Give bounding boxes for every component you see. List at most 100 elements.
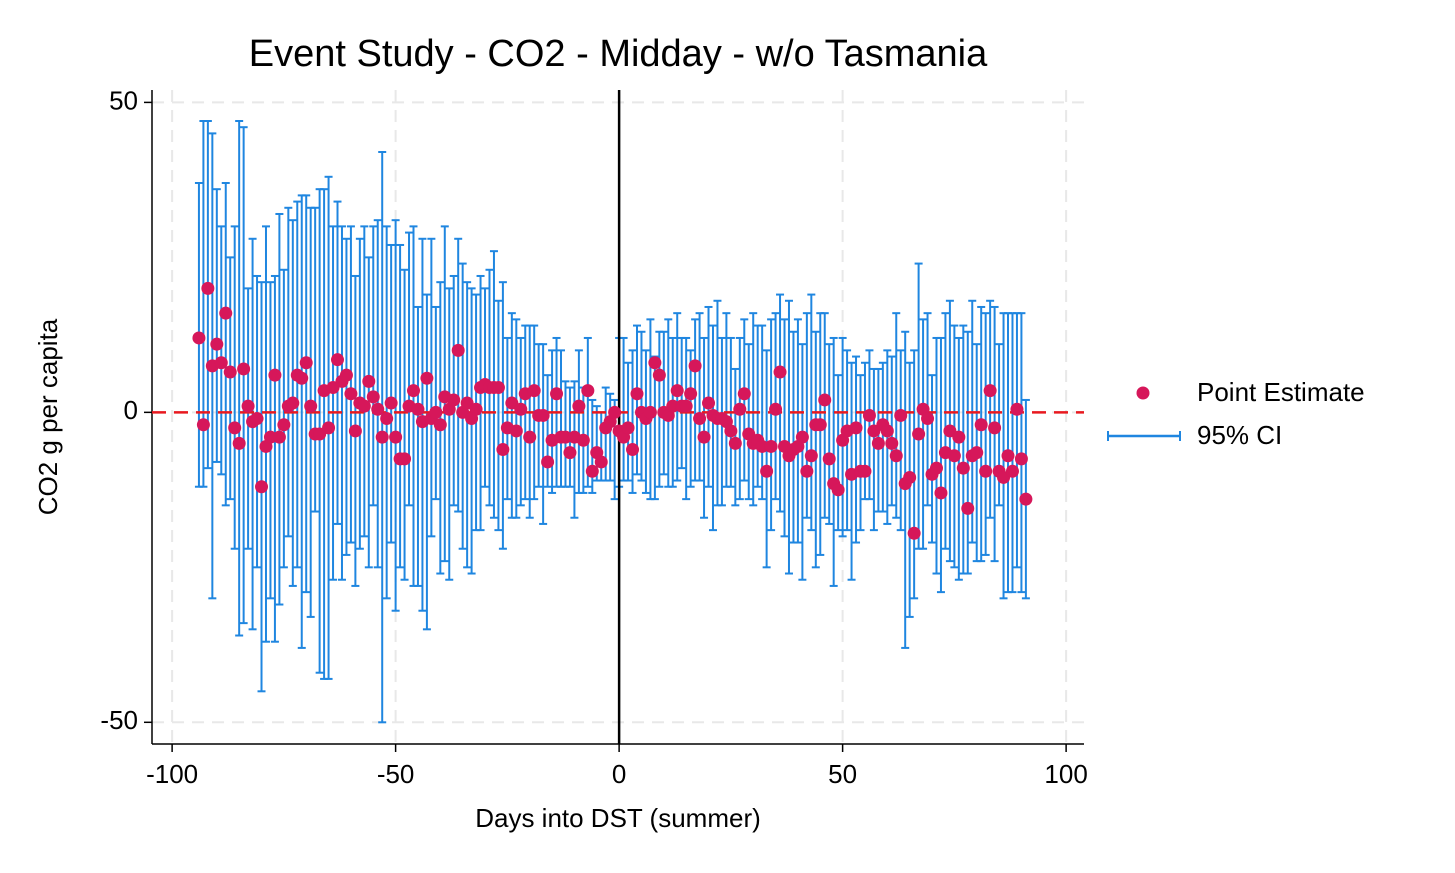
point-estimate <box>272 430 286 444</box>
point-estimate <box>250 412 264 426</box>
point-estimate <box>1019 492 1033 506</box>
point-estimate <box>496 443 510 457</box>
point-estimate <box>228 421 242 435</box>
x-tick-label: -100 <box>146 759 198 789</box>
point-estimate <box>648 356 662 370</box>
point-estimate <box>813 418 827 432</box>
point-estimate <box>491 381 505 395</box>
legend-label: Point Estimate <box>1197 377 1365 407</box>
point-estimate <box>277 418 291 432</box>
point-estimate <box>509 424 523 438</box>
point-estimate <box>737 387 751 401</box>
point-estimate <box>523 430 537 444</box>
point-estimate <box>862 408 876 422</box>
point-estimate <box>339 368 353 382</box>
point-estimate <box>451 343 465 357</box>
x-tick-label: 0 <box>612 759 626 789</box>
point-estimate <box>380 412 394 426</box>
point-estimate <box>375 430 389 444</box>
legend-marker <box>1136 386 1150 400</box>
point-estimate <box>800 464 814 478</box>
point-estimate <box>608 405 622 419</box>
point-estimate <box>295 371 309 385</box>
point-estimate <box>702 396 716 410</box>
point-estimate <box>979 464 993 478</box>
point-estimate <box>912 427 926 441</box>
point-estimate <box>558 430 572 444</box>
point-estimate <box>232 436 246 450</box>
point-estimate <box>929 461 943 475</box>
point-estimate <box>1014 452 1028 466</box>
point-estimate <box>974 418 988 432</box>
y-axis-label: CO2 g per capita <box>33 318 63 515</box>
point-estimate <box>331 353 345 367</box>
point-estimate <box>1005 464 1019 478</box>
point-estimate <box>581 384 595 398</box>
point-estimate <box>697 430 711 444</box>
point-estimate <box>822 452 836 466</box>
point-estimate <box>956 461 970 475</box>
point-estimate <box>268 368 282 382</box>
point-estimate <box>384 396 398 410</box>
point-estimate <box>536 408 550 422</box>
point-estimate <box>214 356 228 370</box>
point-estimate <box>406 384 420 398</box>
x-tick-label: 100 <box>1044 759 1087 789</box>
point-estimate <box>818 393 832 407</box>
point-estimate <box>907 526 921 540</box>
point-estimate <box>666 399 680 413</box>
point-estimate <box>514 402 528 416</box>
point-estimate <box>322 421 336 435</box>
point-estimate <box>398 452 412 466</box>
point-estimate <box>241 399 255 413</box>
point-estimate <box>1010 402 1024 416</box>
point-estimate <box>304 399 318 413</box>
point-estimate <box>263 430 277 444</box>
point-estimate <box>693 412 707 426</box>
point-estimate <box>299 356 313 370</box>
point-estimate <box>594 455 608 469</box>
point-estimate <box>223 365 237 379</box>
point-estimate <box>433 418 447 432</box>
point-estimate <box>773 365 787 379</box>
point-estimate <box>889 449 903 463</box>
legend-label: 95% CI <box>1197 420 1282 450</box>
point-estimate <box>903 470 917 484</box>
point-estimate <box>952 430 966 444</box>
point-estimate <box>255 480 269 494</box>
point-estimate <box>934 486 948 500</box>
point-estimate <box>858 464 872 478</box>
point-estimate <box>947 449 961 463</box>
point-estimate <box>630 387 644 401</box>
point-estimate <box>733 402 747 416</box>
x-axis-label: Days into DST (summer) <box>475 803 761 833</box>
point-estimate <box>684 387 698 401</box>
point-estimate <box>769 402 783 416</box>
point-estimate <box>728 436 742 450</box>
chart-title: Event Study - CO2 - Midday - w/o Tasmani… <box>249 33 988 75</box>
point-estimate <box>219 306 233 320</box>
point-estimate <box>880 424 894 438</box>
point-estimate <box>988 421 1002 435</box>
point-estimate <box>670 384 684 398</box>
point-estimate <box>961 501 975 515</box>
x-tick-label: 50 <box>828 759 857 789</box>
point-estimate <box>210 337 224 351</box>
point-estimate <box>849 421 863 435</box>
point-estimate <box>371 402 385 416</box>
point-estimate <box>755 439 769 453</box>
point-estimate <box>643 405 657 419</box>
point-estimate <box>411 402 425 416</box>
point-estimate <box>357 399 371 413</box>
point-estimate <box>795 430 809 444</box>
point-estimate <box>420 371 434 385</box>
point-estimate <box>572 399 586 413</box>
point-estimate <box>348 424 362 438</box>
x-tick-label: -50 <box>377 759 415 789</box>
point-estimate <box>688 359 702 373</box>
point-estimate <box>894 408 908 422</box>
point-estimate <box>192 331 206 345</box>
point-estimate <box>362 374 376 388</box>
y-tick-label: 0 <box>124 395 138 425</box>
